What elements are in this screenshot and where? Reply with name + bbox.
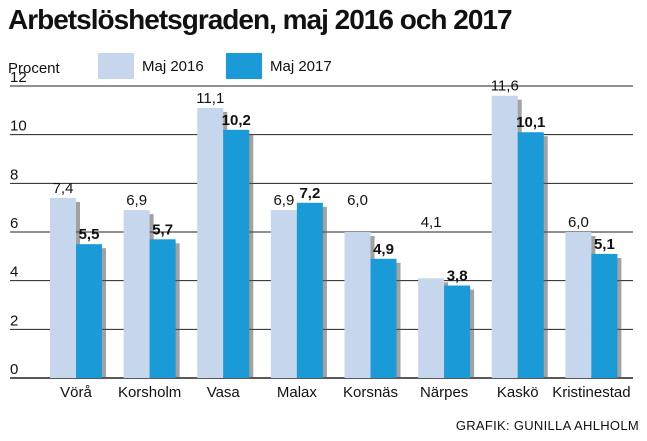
y-tick-label-12: 12	[10, 69, 27, 86]
y-tick-label-2: 2	[10, 312, 18, 329]
bar-2016	[197, 107, 224, 379]
bar-2016	[344, 232, 371, 378]
data-label-2017: 5,1	[594, 236, 615, 253]
data-label-2017: 5,7	[152, 221, 173, 238]
bar-2017	[76, 244, 102, 378]
data-label-2017: 10,1	[516, 114, 545, 131]
data-label-2016: 6,0	[347, 192, 368, 209]
legend-label-2017: Maj 2017	[270, 57, 332, 75]
chart-title: Arbetslöshetsgraden, maj 2016 och 2017	[8, 4, 513, 35]
y-tick-label-4: 4	[10, 264, 18, 281]
data-label-2016: 11,1	[196, 90, 224, 107]
x-tick-label: Vörå	[60, 384, 92, 401]
y-axis-label: Procent	[8, 60, 60, 77]
data-label-2017: 4,9	[373, 241, 394, 258]
bar-2016	[123, 210, 150, 378]
legend-swatch-2017	[226, 53, 262, 79]
bar-2017	[517, 132, 544, 378]
data-label-2016: 4,1	[421, 214, 442, 231]
bar-2016	[270, 210, 297, 378]
bar-2016	[50, 197, 76, 378]
legend-item-2016: Maj 2016	[98, 53, 204, 79]
data-label-2017: 3,8	[447, 268, 468, 285]
x-tick-label: Vasa	[207, 384, 241, 401]
legend-swatch-2016	[98, 53, 134, 79]
bar-2017	[444, 285, 471, 378]
x-tick-label: Korsnäs	[343, 384, 398, 401]
y-tick-label-10: 10	[10, 118, 27, 135]
data-label-2016: 11,6	[491, 78, 519, 95]
graphic-credit: GRAFIK: GUNILLA AHLHOLM	[455, 418, 639, 433]
data-label-2017: 5,5	[79, 226, 100, 243]
data-label-2016: 6,9	[126, 192, 147, 209]
x-tick-label: Närpes	[420, 384, 468, 401]
bar-2017	[149, 239, 176, 378]
data-label-2016: 7,4	[53, 180, 74, 197]
data-label-2016: 6,0	[568, 214, 589, 231]
y-tick-label-0: 0	[10, 361, 18, 378]
bar-2017	[296, 202, 323, 378]
legend-item-2017: Maj 2017	[226, 53, 332, 79]
data-label-2017: 10,2	[222, 112, 251, 129]
bar-2016	[565, 232, 592, 378]
x-tick-label: Kaskö	[497, 384, 539, 401]
bar-2016	[418, 278, 445, 378]
data-label-2017: 7,2	[299, 185, 320, 202]
bar-2017	[370, 258, 397, 378]
x-tick-label: Kristinestad	[552, 384, 630, 401]
bar-2017	[223, 129, 250, 378]
x-tick-label: Korsholm	[118, 384, 181, 401]
x-tick-label: Malax	[277, 384, 318, 401]
data-label-2016: 6,9	[273, 192, 294, 209]
y-tick-label-6: 6	[10, 215, 18, 232]
bar-2016	[491, 95, 518, 378]
legend-label-2016: Maj 2016	[142, 57, 204, 75]
y-tick-label-8: 8	[10, 166, 18, 183]
bar-2017	[591, 253, 618, 378]
